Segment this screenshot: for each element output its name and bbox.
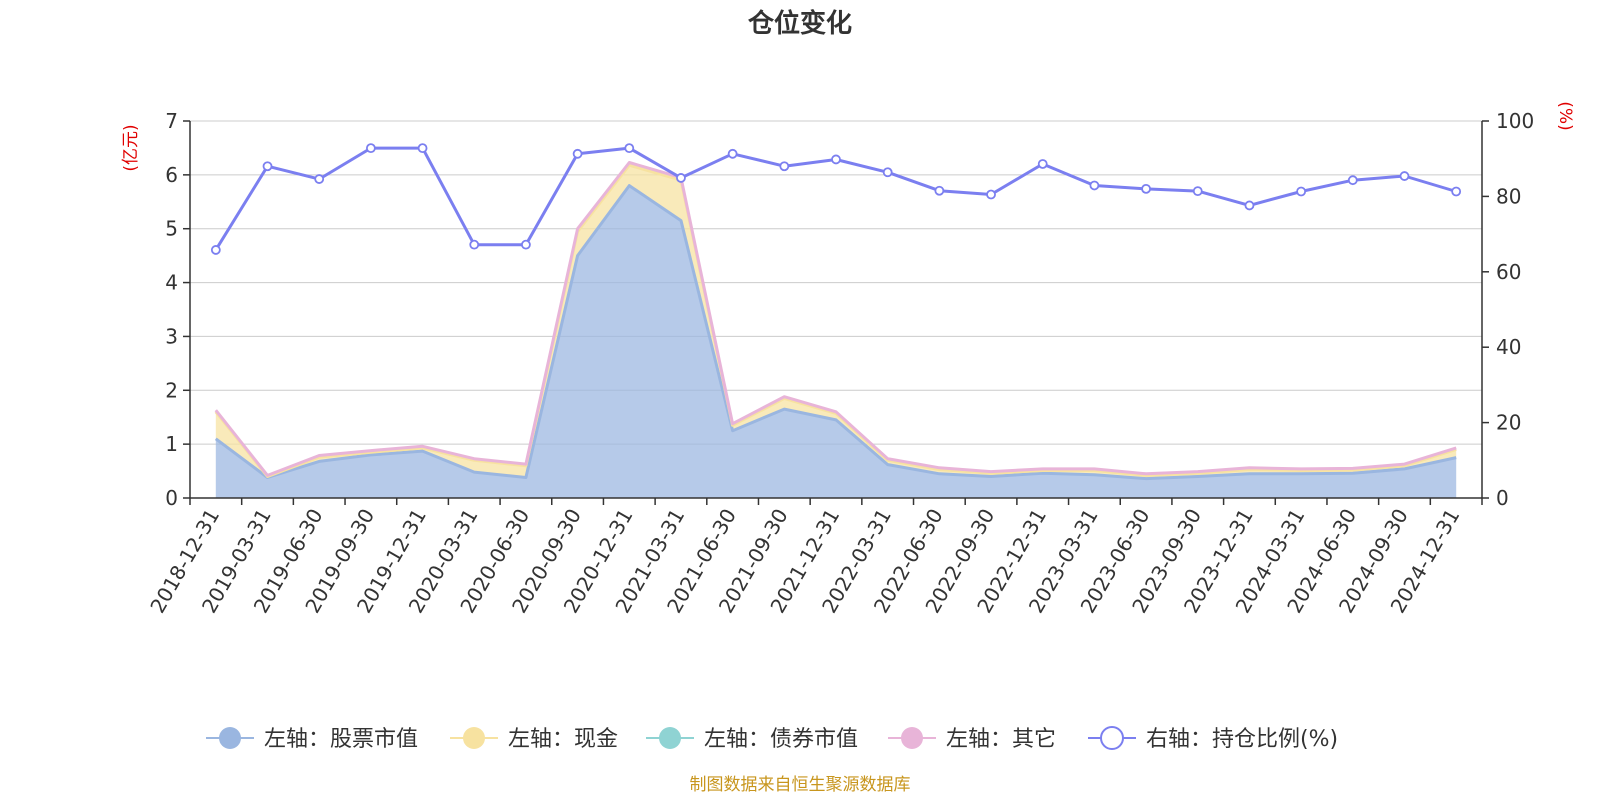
position-ratio-point[interactable] — [727, 148, 738, 159]
left-tick-label: 6 — [165, 163, 178, 187]
position-ratio-point[interactable] — [934, 185, 945, 196]
legend-marker — [219, 727, 241, 749]
right-tick-label: 80 — [1496, 184, 1521, 208]
position-ratio-point[interactable] — [262, 161, 273, 172]
position-ratio-point[interactable] — [1399, 171, 1410, 181]
left-tick-label: 0 — [165, 486, 178, 510]
position-ratio-point[interactable] — [831, 154, 841, 165]
legend-item[interactable]: 右轴：持仓比例(%) — [1088, 726, 1338, 752]
legend-label: 右轴：持仓比例(%) — [1146, 727, 1338, 752]
position-ratio-point[interactable] — [1347, 175, 1358, 186]
right-axis-unit: (%) — [1555, 101, 1575, 130]
position-ratio-point[interactable] — [1296, 186, 1307, 197]
legend-marker — [901, 727, 923, 749]
right-tick-label: 40 — [1496, 335, 1521, 359]
right-tick-label: 0 — [1496, 486, 1509, 510]
legend-item[interactable]: 左轴：其它 — [888, 727, 1056, 752]
position-ratio-point[interactable] — [417, 143, 428, 154]
position-ratio-point[interactable] — [1037, 159, 1048, 169]
left-axis-unit: (亿元) — [121, 124, 141, 171]
legend-item[interactable]: 左轴：股票市值 — [206, 727, 418, 752]
position-ratio-point[interactable] — [521, 239, 531, 250]
area-左轴：股票市值 — [215, 185, 1457, 498]
right-tick-label: 20 — [1496, 411, 1521, 435]
legend-label: 左轴：股票市值 — [264, 727, 418, 752]
area-edge-左轴：股票市值 — [214, 184, 1457, 481]
position-ratio-point[interactable] — [779, 161, 790, 172]
legend-item[interactable]: 左轴：债券市值 — [646, 727, 858, 752]
position-ratio-point[interactable] — [1244, 200, 1255, 211]
position-ratio-point[interactable] — [1141, 183, 1151, 194]
legend-label: 左轴：债券市值 — [704, 727, 858, 752]
position-ratio-point[interactable] — [986, 189, 996, 200]
position-ratio-point[interactable] — [676, 173, 686, 183]
right-tick-label: 100 — [1496, 109, 1534, 133]
position-ratio-point[interactable] — [624, 143, 635, 154]
position-ratio-point[interactable] — [1089, 180, 1100, 191]
legend-item[interactable]: 左轴：现金 — [450, 727, 618, 752]
position-ratio-point[interactable] — [365, 143, 376, 154]
left-tick-label: 1 — [165, 432, 178, 456]
left-tick-label: 5 — [165, 217, 178, 241]
right-tick-label: 60 — [1496, 260, 1521, 284]
position-ratio-point[interactable] — [1451, 186, 1462, 197]
left-tick-label: 3 — [165, 324, 178, 348]
left-tick-label: 7 — [165, 109, 178, 133]
left-tick-label: 2 — [165, 378, 178, 402]
legend-marker — [1100, 726, 1124, 750]
position-ratio-point[interactable] — [882, 167, 893, 178]
position-ratio-point[interactable] — [1192, 186, 1203, 197]
legend-marker — [659, 727, 681, 749]
position-ratio-point[interactable] — [572, 148, 583, 159]
area-左轴：现金 — [215, 165, 1457, 479]
legend-label: 左轴：现金 — [508, 727, 618, 752]
position-ratio-point[interactable] — [469, 239, 480, 250]
area-edge-左轴：其它 — [214, 161, 1457, 477]
left-tick-label: 4 — [165, 271, 178, 295]
source-note: 制图数据来自恒生聚源数据库 — [690, 775, 911, 795]
chart-title: 仓位变化 — [747, 8, 852, 39]
legend-marker — [463, 727, 485, 749]
position-ratio-point[interactable] — [210, 245, 221, 255]
position-ratio-point[interactable] — [314, 174, 325, 184]
legend-label: 左轴：其它 — [946, 727, 1056, 752]
